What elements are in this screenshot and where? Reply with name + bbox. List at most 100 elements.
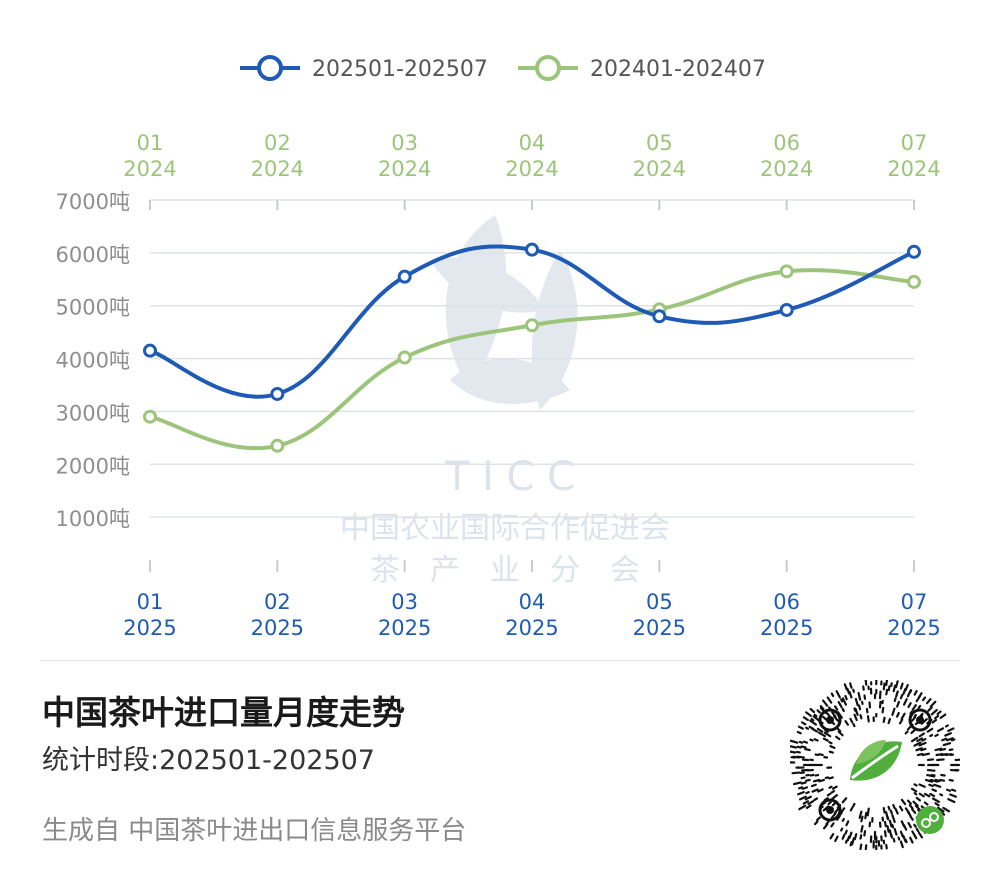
qr-dot: [858, 810, 863, 819]
qr-dot: [852, 722, 856, 728]
qr-finder-center: [826, 716, 834, 724]
qr-dot: [918, 732, 926, 738]
legend-swatch-marker: [257, 55, 283, 81]
qr-dot: [917, 831, 924, 839]
qr-dot: [813, 797, 819, 802]
qr-dot: [910, 729, 916, 735]
legend-swatch-marker: [535, 55, 561, 81]
qr-finder: [818, 798, 842, 822]
qr-dot: [934, 802, 940, 807]
qr-dot: [904, 683, 909, 692]
qr-dot: [950, 738, 956, 742]
qr-dot: [926, 768, 936, 772]
qr-dot: [913, 834, 918, 840]
qr-dot: [829, 833, 835, 840]
x-tick-label-top: 2024: [760, 157, 813, 181]
qr-dot: [853, 713, 858, 722]
x-tick-label-bottom: 03: [391, 590, 418, 614]
qr-dot: [841, 807, 846, 813]
qr-dot: [907, 702, 912, 709]
x-tick-label-bottom: 07: [901, 590, 928, 614]
x-tick-label-top: 2024: [505, 157, 558, 181]
qr-dot: [810, 783, 817, 788]
qr-dot: [949, 793, 957, 798]
qr-dot: [809, 738, 814, 742]
x-tick-label-top: 02: [264, 131, 291, 155]
data-point: [397, 269, 412, 284]
qr-dot: [816, 709, 821, 714]
qr-dot: [909, 815, 914, 821]
qr-dot: [939, 778, 946, 782]
qr-dot: [915, 827, 920, 833]
qr-dot: [882, 807, 886, 814]
qr-dot: [887, 805, 891, 811]
qr-dot: [924, 778, 934, 783]
qr-dot: [922, 696, 927, 702]
y-tick-label: 2000吨: [56, 454, 130, 478]
qr-dot: [936, 806, 945, 813]
qr-dot: [896, 711, 900, 718]
qr-dot: [891, 707, 896, 716]
x-tick-label-top: 2024: [887, 157, 940, 181]
qr-dot: [942, 806, 951, 813]
qr-finder-center: [826, 806, 834, 814]
qr-dot: [939, 713, 947, 720]
x-tick-label-top: 06: [773, 131, 800, 155]
x-tick-label-bottom: 2025: [251, 616, 304, 640]
qr-dot: [792, 781, 802, 786]
qr-dot: [918, 741, 927, 747]
qr-dot: [902, 824, 908, 831]
qr-dot: [849, 806, 854, 812]
qr-dot: [824, 776, 830, 780]
qr-dot: [934, 714, 940, 720]
qr-dot: [918, 792, 925, 798]
qr-dot: [822, 699, 829, 707]
qr-dot: [881, 706, 885, 714]
qr-dot: [817, 788, 824, 793]
qr-dot: [801, 786, 809, 790]
qr-dot: [939, 747, 947, 752]
qr-dot: [889, 809, 893, 815]
x-tick-label-top: 2024: [633, 157, 686, 181]
y-tick-label: 5000吨: [56, 296, 130, 320]
watermark-text: 中国农业国际合作促进会: [340, 511, 670, 546]
qr-dot: [909, 689, 913, 694]
qr-dot: [851, 802, 856, 808]
qr-dot: [798, 804, 807, 811]
qr-dot: [796, 745, 802, 749]
qr-dot: [852, 688, 855, 693]
qr-dot: [913, 823, 917, 828]
chart-title: 中国茶叶进口量月度走势: [42, 693, 405, 732]
qr-dot: [944, 732, 952, 737]
data-point: [270, 386, 285, 401]
qr-dot: [805, 804, 812, 810]
qr-dot: [813, 713, 818, 718]
qr-dot: [830, 789, 836, 794]
qr-dot: [933, 783, 942, 788]
qr-dot: [892, 837, 896, 843]
qr-dot: [849, 717, 854, 724]
qr-dot: [928, 783, 934, 788]
qr-dot: [921, 752, 930, 757]
x-tick-label-bottom: 2025: [123, 616, 176, 640]
qr-dot: [915, 796, 922, 802]
qr-dot: [909, 836, 914, 844]
qr-dot: [843, 683, 848, 691]
x-tick-label-top: 03: [391, 131, 418, 155]
qr-dot: [834, 835, 839, 843]
qr-dot: [904, 730, 909, 735]
qr-dot: [819, 705, 825, 711]
qr-dot: [859, 834, 863, 840]
x-tick-label-top: 05: [646, 131, 673, 155]
qr-code-icon[interactable]: [790, 680, 960, 850]
qr-dot: [800, 745, 807, 749]
qr-dot: [904, 838, 908, 844]
qr-dot: [864, 680, 868, 686]
qr-dot: [844, 720, 849, 726]
qr-dot: [919, 712, 924, 717]
qr-dot: [840, 827, 844, 832]
qr-dot: [900, 798, 907, 806]
qr-dot: [902, 698, 908, 706]
qr-dot: [859, 714, 863, 720]
